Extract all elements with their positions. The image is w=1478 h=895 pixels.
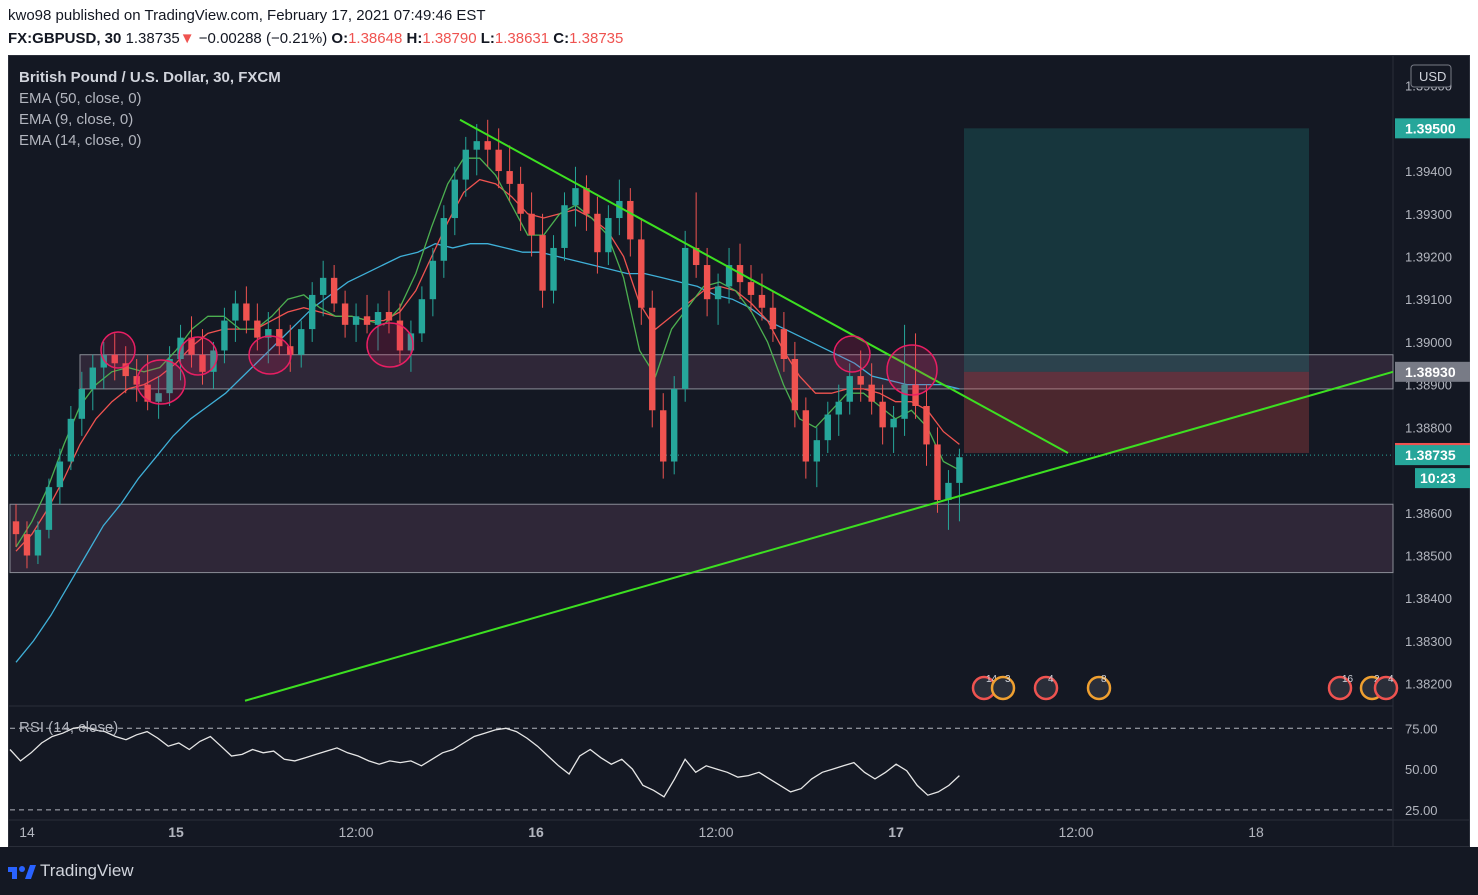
high-value: 1.38790 — [422, 30, 477, 47]
legend-ema9[interactable]: EMA (9, close, 0) — [19, 111, 134, 128]
low-label: L: — [480, 30, 495, 47]
last-price: 1.38735 — [125, 30, 180, 47]
close-label: C: — [553, 30, 570, 47]
tradingview-logo-icon — [8, 865, 36, 879]
legend-ema50[interactable]: EMA (50, close, 0) — [19, 90, 142, 107]
chart-container[interactable] — [8, 55, 1470, 847]
open-label: O: — [331, 30, 349, 47]
down-arrow-icon: ▼ — [179, 30, 195, 47]
open-value: 1.38648 — [348, 30, 403, 47]
footer-bar: TradingView — [0, 847, 1478, 895]
legend-ema14[interactable]: EMA (14, close, 0) — [19, 132, 142, 149]
symbol-info-line: FX:GBPUSD, 30 1.38735▼ −0.00288 (−0.21%)… — [8, 30, 623, 47]
high-label: H: — [406, 30, 423, 47]
low-value: 1.38631 — [494, 30, 550, 47]
footer-brand[interactable]: TradingView — [40, 861, 134, 880]
publish-line: kwo98 published on TradingView.com, Febr… — [8, 7, 486, 24]
chart-legend: British Pound / U.S. Dollar, 30, FXCM EM… — [19, 67, 281, 151]
legend-title[interactable]: British Pound / U.S. Dollar, 30, FXCM — [19, 69, 281, 86]
legend-rsi[interactable]: RSI (14, close) — [19, 719, 119, 736]
symbol[interactable]: FX:GBPUSD, 30 — [8, 30, 122, 47]
price-change: −0.00288 (−0.21%) — [198, 30, 328, 47]
close-value: 1.38735 — [569, 30, 624, 47]
